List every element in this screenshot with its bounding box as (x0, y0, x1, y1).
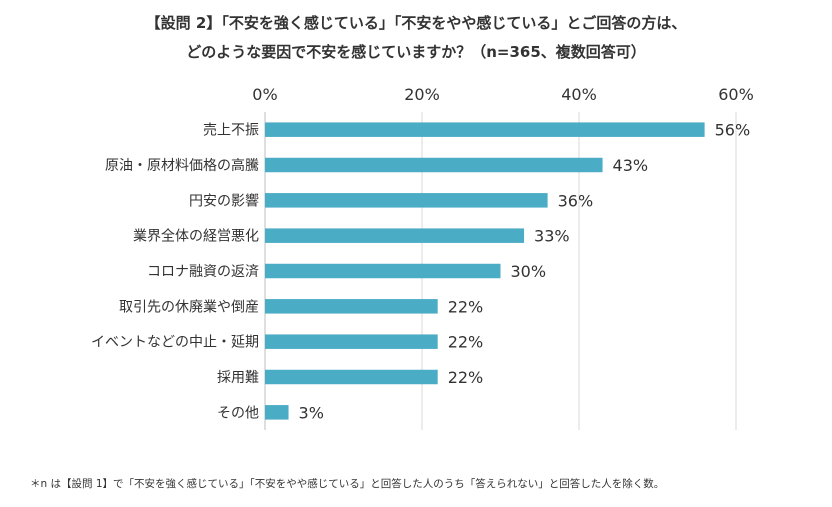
bar-chart: 0% 20% 40% 60% 売上不振 56% 原油・原材料価格の高騰 43% 円安の影響 36%… (91, 85, 754, 430)
category-label-1: 原油・原材料価格の高騰 (105, 157, 259, 174)
data-label-2: 36% (558, 191, 594, 210)
x-tick-label-0: 0% (252, 85, 277, 104)
bar-2 (265, 193, 548, 208)
bar-8 (265, 405, 289, 420)
category-label-4: コロナ融資の返済 (147, 264, 259, 280)
data-label-4: 30% (511, 262, 547, 281)
data-label-7: 22% (448, 368, 484, 387)
category-label-5: 取引先の休廃業や倒産 (119, 298, 259, 315)
data-label-3: 33% (534, 227, 570, 246)
x-tick-label-60: 60% (718, 85, 754, 104)
bar-6 (265, 334, 438, 349)
x-tick-label-40: 40% (561, 85, 597, 104)
category-label-3: 業界全体の経営悪化 (133, 228, 259, 245)
data-label-0: 56% (715, 121, 751, 140)
bar-3 (265, 228, 525, 243)
category-label-8: その他 (217, 405, 259, 421)
chart-subtitle: どのような要因で不安を感じていますか？（n=365、複数回答可） (186, 43, 646, 61)
bar-5 (265, 299, 438, 314)
data-label-8: 3% (299, 403, 324, 422)
bar-7 (265, 369, 438, 385)
bar-4 (265, 263, 501, 279)
category-label-2: 円安の影響 (189, 192, 259, 209)
footnote: ＊n は【設問 1】で「不安を強く感じている」「不安をやや感じている」と回答した… (30, 478, 665, 490)
bar-0 (265, 122, 705, 137)
category-label-7: 採用難 (217, 370, 259, 386)
category-label-6: イベントなどの中止・延期 (91, 335, 259, 351)
bar-1 (265, 157, 603, 173)
category-label-0: 売上不振 (203, 123, 259, 139)
chart-title: 【設問 2】「不安を強く感じている」「不安をやや感じている」とご回答の方は、 (145, 14, 687, 32)
data-label-6: 22% (448, 333, 484, 352)
data-label-5: 22% (448, 297, 484, 316)
data-label-1: 43% (613, 156, 649, 175)
x-tick-label-20: 20% (404, 85, 440, 104)
